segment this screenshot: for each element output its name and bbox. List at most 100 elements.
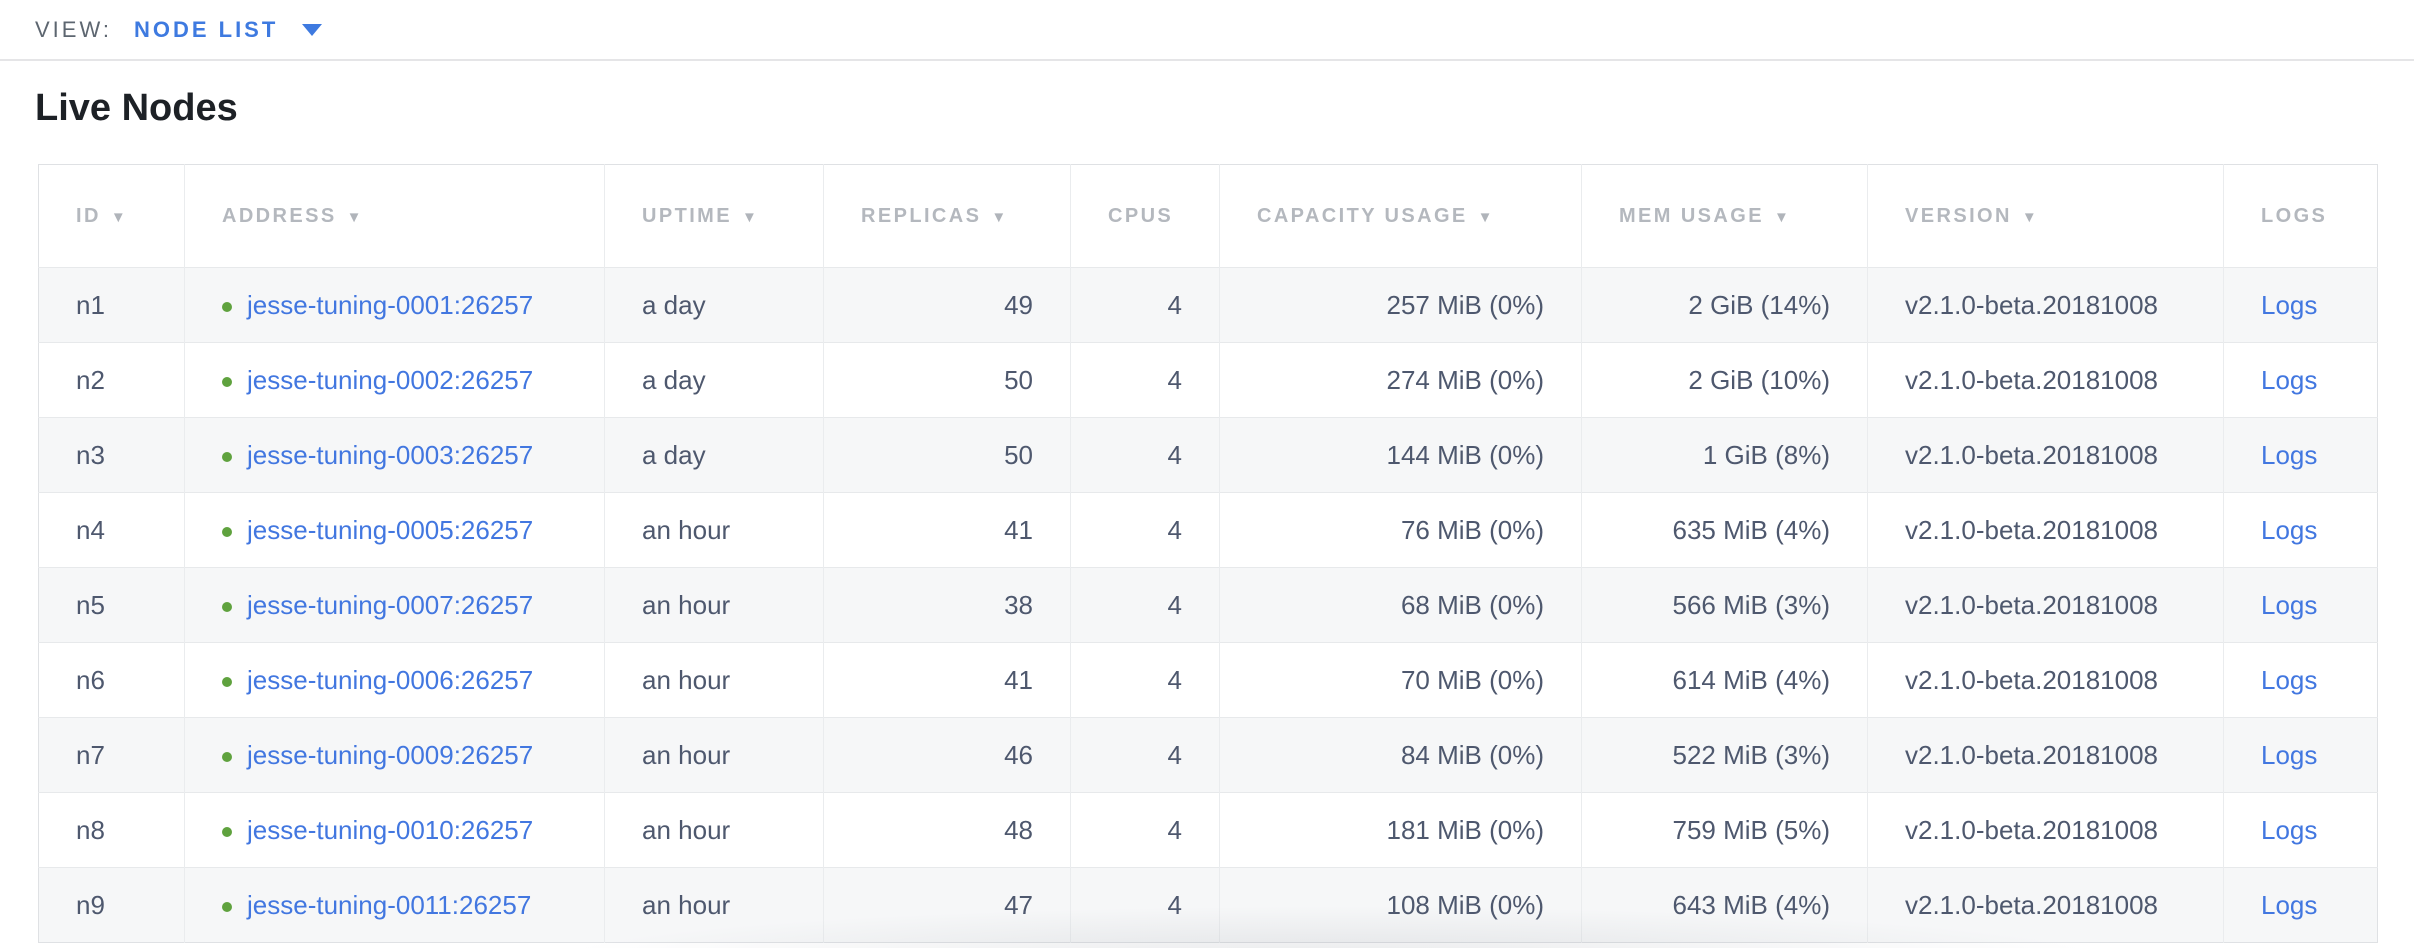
table-row: n8 jesse-tuning-0010:26257 an hour 48 4 181 M…: [38, 792, 2378, 868]
cell-address: jesse-tuning-0007:26257: [184, 567, 605, 643]
address-link[interactable]: jesse-tuning-0002:26257: [247, 364, 534, 395]
cell-address: jesse-tuning-0005:26257: [184, 492, 605, 568]
cell-id: n6: [76, 664, 105, 695]
view-selector-bar: VIEW: NODE LIST: [0, 0, 2414, 61]
logs-link[interactable]: Logs: [2261, 289, 2318, 320]
cell-capacity: 257 MiB (0%): [1219, 267, 1582, 343]
table-row: n3 jesse-tuning-0003:26257 a day 50 4 144 MiB…: [38, 417, 2378, 493]
cell-capacity: 84 MiB (0%): [1219, 717, 1582, 793]
logs-link[interactable]: Logs: [2261, 664, 2318, 695]
column-label: CAPACITY USAGE: [1257, 204, 1468, 227]
cell-mem: 522 MiB (3%): [1581, 717, 1868, 793]
table-row: n1 jesse-tuning-0001:26257 a day 49 4 257 MiB…: [38, 267, 2378, 343]
sort-arrow-icon: ▼: [1477, 208, 1495, 226]
cell-mem: 566 MiB (3%): [1581, 567, 1868, 643]
address-link[interactable]: jesse-tuning-0010:26257: [247, 814, 534, 845]
address-link[interactable]: jesse-tuning-0003:26257: [247, 439, 534, 470]
column-label: LOGS: [2261, 204, 2328, 227]
cell-address: jesse-tuning-0001:26257: [184, 267, 605, 343]
cell-logs: Logs: [2223, 567, 2378, 643]
address-link[interactable]: jesse-tuning-0001:26257: [247, 289, 534, 320]
cell-uptime: an hour: [604, 492, 824, 568]
cell-mem: 1 GiB (8%): [1581, 417, 1868, 493]
live-status-dot: [222, 451, 232, 462]
cell-cpus: 4: [1070, 567, 1220, 643]
live-status-dot: [222, 751, 232, 762]
logs-link[interactable]: Logs: [2261, 589, 2318, 620]
cell-cpus: 4: [1070, 342, 1220, 418]
cell-capacity: 144 MiB (0%): [1219, 417, 1582, 493]
chevron-down-icon: [302, 23, 323, 36]
cell-logs: Logs: [2223, 417, 2378, 493]
address-link[interactable]: jesse-tuning-0007:26257: [247, 589, 534, 620]
address-link[interactable]: jesse-tuning-0005:26257: [247, 514, 534, 545]
cell-version: v2.1.0-beta.20181008: [1867, 267, 2224, 343]
column-header-replicas[interactable]: REPLICAS ▼: [823, 164, 1071, 268]
cell-version: v2.1.0-beta.20181008: [1867, 717, 2224, 793]
cell-version: v2.1.0-beta.20181008: [1867, 867, 2224, 943]
column-header-uptime[interactable]: UPTIME ▼: [604, 164, 824, 268]
cell-uptime: a day: [604, 267, 824, 343]
cell-id: n5: [76, 589, 105, 620]
sort-arrow-icon: ▼: [346, 208, 364, 226]
column-header-id[interactable]: ID ▼: [38, 164, 185, 268]
view-dropdown-value: NODE LIST: [133, 16, 279, 42]
address-link[interactable]: jesse-tuning-0006:26257: [247, 664, 534, 695]
cell-capacity: 181 MiB (0%): [1219, 792, 1582, 868]
column-header-capacity[interactable]: CAPACITY USAGE ▼: [1219, 164, 1582, 268]
column-header-mem[interactable]: MEM USAGE ▼: [1581, 164, 1868, 268]
cell-id: n4: [76, 514, 105, 545]
cell-address: jesse-tuning-0003:26257: [184, 417, 605, 493]
column-header-cpus: CPUS: [1070, 164, 1220, 268]
cell-replicas: 41: [823, 642, 1071, 718]
table-row: n7 jesse-tuning-0009:26257 an hour 46 4 84 Mi…: [38, 717, 2378, 793]
logs-link[interactable]: Logs: [2261, 364, 2318, 395]
cell-address: jesse-tuning-0009:26257: [184, 717, 605, 793]
cell-capacity: 76 MiB (0%): [1219, 492, 1582, 568]
live-status-dot: [222, 526, 232, 537]
logs-link[interactable]: Logs: [2261, 439, 2318, 470]
cell-mem: 635 MiB (4%): [1581, 492, 1868, 568]
cell-replicas: 46: [823, 717, 1071, 793]
cell-logs: Logs: [2223, 492, 2378, 568]
cell-cpus: 4: [1070, 792, 1220, 868]
cell-mem: 643 MiB (4%): [1581, 867, 1868, 943]
page-title: Live Nodes: [35, 87, 238, 129]
cell-uptime: an hour: [604, 792, 824, 868]
cell-mem: 614 MiB (4%): [1581, 642, 1868, 718]
sort-arrow-icon: ▼: [2021, 208, 2040, 226]
cell-capacity: 274 MiB (0%): [1219, 342, 1582, 418]
cell-logs: Logs: [2223, 717, 2378, 793]
cell-cpus: 4: [1070, 642, 1220, 718]
cell-uptime: a day: [604, 342, 824, 418]
table-header: ID ▼ ADDRESS ▼ UPTIME ▼ REPLICAS ▼ CPUS CAPACITY …: [38, 164, 2378, 268]
cell-id: n1: [76, 289, 105, 320]
sort-arrow-icon: ▼: [991, 208, 1009, 226]
cell-version: v2.1.0-beta.20181008: [1867, 642, 2224, 718]
logs-link[interactable]: Logs: [2261, 739, 2318, 770]
cell-cpus: 4: [1070, 267, 1220, 343]
column-header-address[interactable]: ADDRESS ▼: [184, 164, 605, 268]
table-header-row: ID ▼ ADDRESS ▼ UPTIME ▼ REPLICAS ▼ CPUS CAPACITY …: [38, 164, 2378, 268]
cell-capacity: 108 MiB (0%): [1219, 867, 1582, 943]
column-label: ADDRESS: [222, 204, 337, 227]
logs-link[interactable]: Logs: [2261, 889, 2318, 920]
live-status-dot: [222, 826, 232, 837]
cell-id: n2: [76, 364, 105, 395]
view-dropdown[interactable]: NODE LIST: [133, 16, 323, 43]
cell-version: v2.1.0-beta.20181008: [1867, 792, 2224, 868]
logs-link[interactable]: Logs: [2261, 814, 2318, 845]
cell-uptime: an hour: [604, 717, 824, 793]
column-header-version[interactable]: VERSION ▼: [1867, 164, 2224, 268]
cell-mem: 759 MiB (5%): [1581, 792, 1868, 868]
address-link[interactable]: jesse-tuning-0009:26257: [247, 739, 534, 770]
cell-replicas: 48: [823, 792, 1071, 868]
cell-version: v2.1.0-beta.20181008: [1867, 417, 2224, 493]
cell-address: jesse-tuning-0010:26257: [184, 792, 605, 868]
cell-replicas: 38: [823, 567, 1071, 643]
cell-id: n3: [76, 439, 105, 470]
cell-mem: 2 GiB (10%): [1581, 342, 1868, 418]
logs-link[interactable]: Logs: [2261, 514, 2318, 545]
address-link[interactable]: jesse-tuning-0011:26257: [247, 889, 532, 920]
column-label: REPLICAS: [861, 204, 982, 227]
